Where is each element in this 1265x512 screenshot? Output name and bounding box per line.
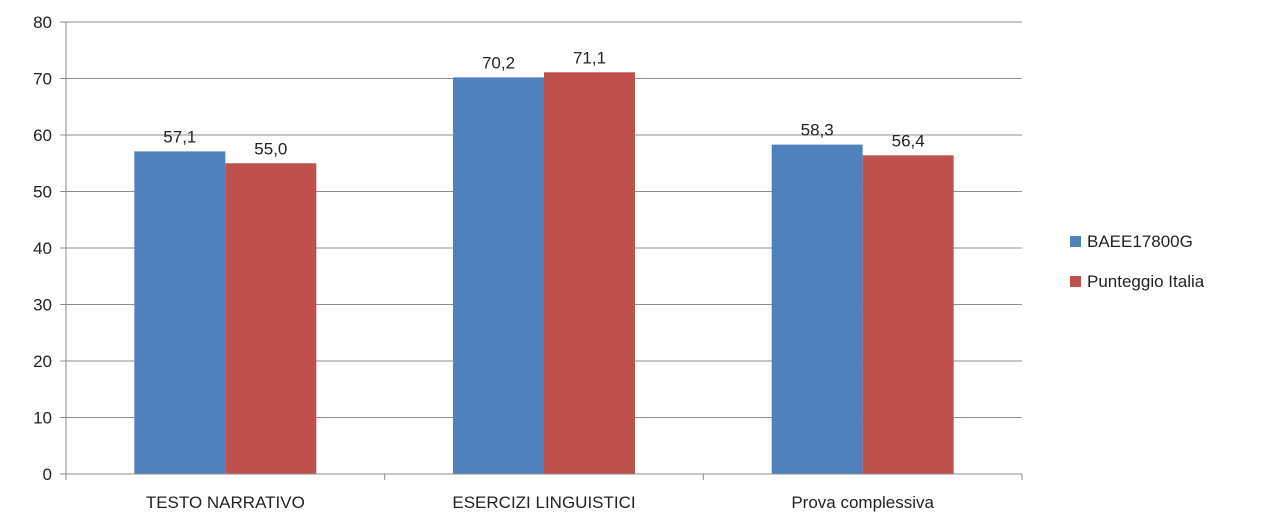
x-tick-label: ESERCIZI LINGUISTICI	[452, 493, 635, 512]
y-tick-label: 60	[33, 126, 52, 145]
bar-school-0	[134, 151, 226, 474]
x-tick-label: TESTO NARRATIVO	[146, 493, 305, 512]
y-tick-label: 30	[33, 296, 52, 315]
legend-label: Punteggio Italia	[1087, 272, 1205, 291]
data-label: 70,2	[482, 53, 515, 72]
data-label: 56,4	[892, 131, 925, 150]
data-label: 55,0	[254, 139, 287, 158]
y-axis-tick-labels: 0 10 20 30 40 50 60 70 80	[33, 13, 52, 484]
y-tick-label: 80	[33, 13, 52, 32]
legend: BAEE17800G Punteggio Italia	[1070, 232, 1205, 291]
x-axis-tick-labels: TESTO NARRATIVO ESERCIZI LINGUISTICI Prova…	[146, 493, 935, 512]
axes	[60, 21, 1023, 480]
legend-swatch	[1070, 276, 1081, 287]
y-tick-label: 10	[33, 409, 52, 428]
bar-school-2	[771, 144, 863, 475]
bar-italy-2	[862, 155, 954, 474]
data-label: 58,3	[801, 121, 834, 140]
data-label: 71,1	[573, 48, 606, 67]
x-tick-label: Prova complessiva	[791, 493, 934, 512]
data-labels: 57,1 55,0 70,2 71,1 58,3 56,4	[163, 48, 924, 158]
legend-label: BAEE17800G	[1087, 232, 1193, 251]
bars	[134, 72, 954, 475]
data-label: 57,1	[163, 127, 196, 146]
legend-swatch	[1070, 236, 1081, 247]
bar-italy-1	[544, 72, 635, 474]
y-tick-label: 50	[33, 183, 52, 202]
bar-italy-0	[225, 163, 317, 474]
y-tick-label: 40	[33, 239, 52, 258]
y-tick-label: 20	[33, 352, 52, 371]
y-tick-label: 0	[43, 465, 52, 484]
bar-school-1	[453, 77, 544, 475]
y-tick-label: 70	[33, 70, 52, 89]
